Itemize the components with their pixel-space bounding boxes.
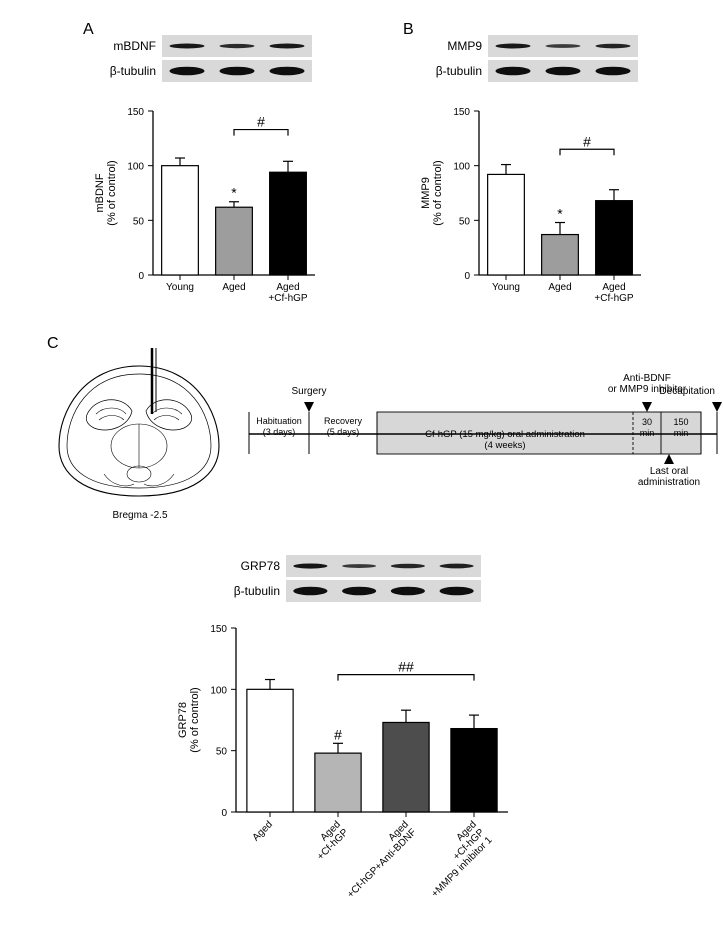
svg-text:Aged: Aged bbox=[222, 282, 245, 293]
svg-text:Decapitation: Decapitation bbox=[659, 386, 715, 397]
panel-c-chart: 0 50 100 150 GRP78(% of control) Aged Aged+Cf-… bbox=[178, 612, 518, 932]
svg-text:0: 0 bbox=[221, 808, 227, 819]
svg-text:#: # bbox=[583, 133, 591, 149]
svg-text:100: 100 bbox=[127, 162, 144, 173]
panel-b-blot1 bbox=[488, 35, 638, 57]
svg-text:MMP9(% of control): MMP9(% of control) bbox=[421, 160, 444, 225]
svg-text:150: 150 bbox=[453, 107, 470, 118]
panel-a-blot1-label: mBDNF bbox=[101, 39, 156, 53]
panel-c-blot2 bbox=[286, 580, 481, 602]
svg-text:mBDNF(% of control): mBDNF(% of control) bbox=[95, 160, 118, 225]
svg-text:100: 100 bbox=[453, 162, 470, 173]
panel-b-label: B bbox=[403, 21, 414, 39]
panel-b-blot2 bbox=[488, 60, 638, 82]
svg-text:Surgery: Surgery bbox=[291, 386, 326, 397]
svg-text:150: 150 bbox=[210, 624, 227, 635]
panel-a-blot1 bbox=[162, 35, 312, 57]
svg-text:#: # bbox=[334, 726, 342, 742]
svg-text:150: 150 bbox=[127, 107, 144, 118]
panel-a-chart: 0 50 100 150 mBDNF(% of control) Young Aged * Ag… bbox=[95, 95, 325, 315]
svg-text:0: 0 bbox=[464, 271, 470, 282]
svg-text:GRP78(% of control): GRP78(% of control) bbox=[178, 687, 201, 752]
panel-b-blot2-label: β-tubulin bbox=[427, 64, 482, 78]
panel-b-blot1-label: MMP9 bbox=[427, 39, 482, 53]
svg-text:Aged: Aged bbox=[251, 819, 275, 843]
svg-text:50: 50 bbox=[459, 216, 471, 227]
svg-text:Aged+Cf-hGP: Aged+Cf-hGP bbox=[594, 282, 634, 304]
panel-b-chart: 0 50 100 150 MMP9(% of control) Young Aged * Age… bbox=[421, 95, 651, 315]
svg-text:150min: 150min bbox=[673, 417, 688, 438]
svg-text:##: ## bbox=[398, 659, 414, 675]
svg-text:100: 100 bbox=[210, 685, 227, 696]
svg-text:Aged+Cf-hGP: Aged+Cf-hGP bbox=[268, 282, 308, 304]
bregma-label: Bregma -2.5 bbox=[100, 510, 180, 521]
svg-text:Recovery(5 days): Recovery(5 days) bbox=[324, 416, 363, 437]
svg-text:#: # bbox=[257, 114, 265, 130]
timeline-diagram: Habituation(3 days) Surgery Recovery(5 day… bbox=[243, 339, 723, 519]
svg-text:50: 50 bbox=[216, 747, 228, 758]
svg-text:Aged+Cf-hGP+Anti-BDNF: Aged+Cf-hGP+Anti-BDNF bbox=[338, 819, 419, 900]
svg-text:Aged+Cf-hGP: Aged+Cf-hGP bbox=[307, 819, 350, 862]
panel-a-blot2-label: β-tubulin bbox=[101, 64, 156, 78]
svg-text:0: 0 bbox=[138, 271, 144, 282]
svg-text:50: 50 bbox=[133, 216, 145, 227]
panel-a-blots: mBDNF β-tubulin bbox=[101, 35, 312, 85]
svg-text:Aged+Cf-hGP+MMP9 inhibitor 1: Aged+Cf-hGP+MMP9 inhibitor 1 bbox=[414, 819, 495, 900]
panel-c-blots: GRP78 β-tubulin bbox=[225, 555, 481, 605]
svg-text:Young: Young bbox=[492, 282, 520, 293]
panel-c-blot2-label: β-tubulin bbox=[225, 584, 280, 598]
svg-text:Habituation(3 days): Habituation(3 days) bbox=[256, 416, 302, 437]
svg-text:*: * bbox=[231, 185, 237, 201]
panel-c-blot1-label: GRP78 bbox=[225, 559, 280, 573]
svg-text:Young: Young bbox=[166, 282, 194, 293]
svg-text:Last oraladministration: Last oraladministration bbox=[638, 466, 700, 488]
brain-diagram bbox=[44, 346, 234, 506]
svg-text:Aged: Aged bbox=[548, 282, 571, 293]
panel-a-blot2 bbox=[162, 60, 312, 82]
panel-a-label: A bbox=[83, 21, 94, 39]
svg-text:*: * bbox=[557, 206, 563, 222]
panel-b-blots: MMP9 β-tubulin bbox=[427, 35, 638, 85]
panel-c-blot1 bbox=[286, 555, 481, 577]
